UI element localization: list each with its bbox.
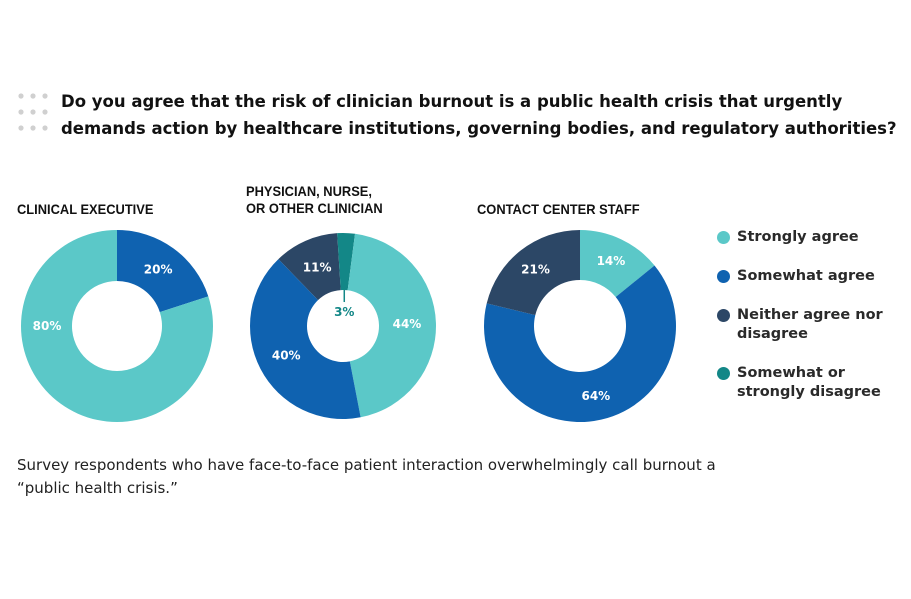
donut-chart-clinical-executive: 20% 80% <box>21 230 214 422</box>
legend-swatch-strongly-agree <box>717 231 730 244</box>
donut-chart-clinician: 11% 3% 44% 40% <box>250 233 436 419</box>
donut-slice-neither-agree-nor-disagree <box>278 233 341 301</box>
legend-swatch-disagree <box>717 367 730 380</box>
legend-item-disagree: Somewhat or strongly disagree <box>717 364 907 402</box>
donut-slice-strongly-agree <box>580 230 655 297</box>
donut-chart-contact-center: 14% 64% 21% <box>484 230 676 422</box>
legend-label: Neither agree nor disagree <box>737 307 883 342</box>
donut-label-neither-agree-nor-disagree: 21% <box>521 262 550 276</box>
legend-label: Somewhat agree <box>737 268 875 284</box>
legend-swatch-somewhat-agree <box>717 270 730 283</box>
donut-label-neither-agree-nor-disagree: 11% <box>303 260 332 274</box>
chart-title: Do you agree that the risk of clinician … <box>61 92 897 138</box>
donut-title-clinical-executive: CLINICAL EXECUTIVE <box>17 201 154 217</box>
legend-item-strongly-agree: Strongly agree <box>717 228 907 247</box>
donut-slice-neither-agree-nor-disagree <box>486 230 580 316</box>
legend-label: Somewhat or strongly disagree <box>737 365 881 400</box>
legend-item-somewhat-agree: Somewhat agree <box>717 267 907 286</box>
donut-slice-somewhat-or-strongly-disagree <box>337 233 356 291</box>
donut-slice-strongly-agree <box>21 230 214 422</box>
donut-label-somewhat-or-strongly-disagree: 3% <box>334 305 354 319</box>
donut-slice-strongly-agree <box>347 233 436 418</box>
donut-label-somewhat-agree: 64% <box>581 389 610 403</box>
legend-item-neither: Neither agree nor disagree <box>717 306 907 344</box>
legend-label: Strongly agree <box>737 229 859 245</box>
donut-slice-somewhat-agree <box>117 230 209 313</box>
donut-title-contact-center: CONTACT CENTER STAFF <box>477 201 640 217</box>
caption: Survey respondents who have face-to-face… <box>17 456 716 497</box>
donut-title-clinician: PHYSICIAN, NURSE, OR OTHER CLINICIAN <box>246 183 383 216</box>
donut-label-strongly-agree: 44% <box>393 317 422 331</box>
donut-label-strongly-agree: 14% <box>597 254 626 268</box>
donut-label-strongly-agree: 80% <box>33 319 62 333</box>
decorative-dots-icon <box>18 93 48 131</box>
legend-swatch-neither <box>717 309 730 322</box>
legend: Strongly agree Somewhat agree Neither ag… <box>717 228 907 422</box>
donut-slice-somewhat-agree <box>484 265 676 422</box>
donut-label-somewhat-agree: 20% <box>144 262 173 276</box>
donut-label-somewhat-agree: 40% <box>272 349 301 363</box>
donut-slice-somewhat-agree <box>250 259 361 419</box>
